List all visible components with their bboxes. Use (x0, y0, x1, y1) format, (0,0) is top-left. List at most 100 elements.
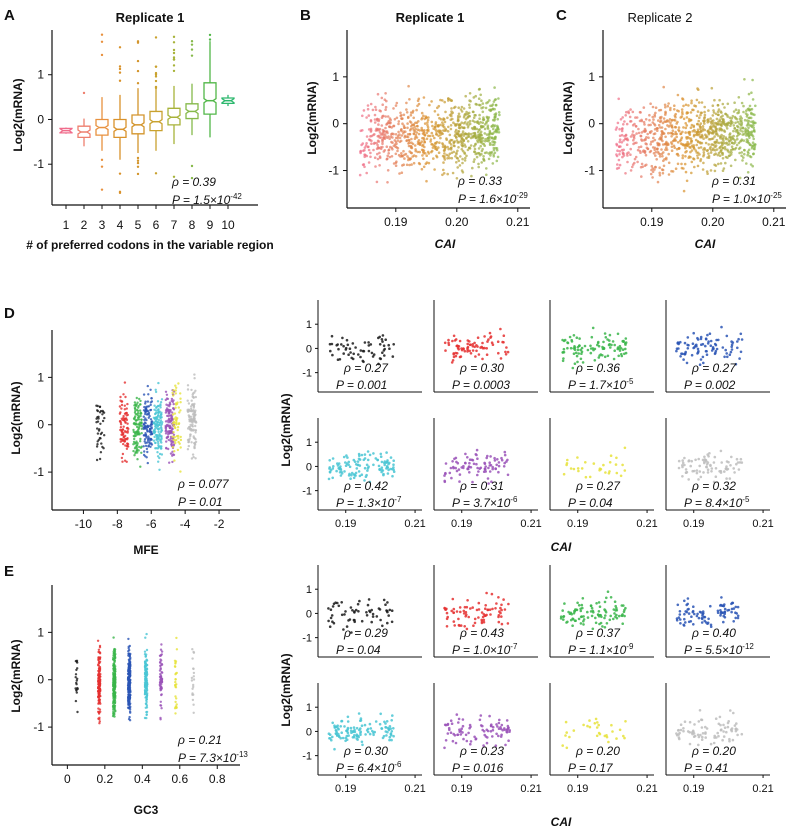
data-point (400, 117, 404, 121)
data-point (472, 116, 476, 119)
data-point (644, 118, 648, 121)
data-point (493, 107, 496, 111)
e-sub-4: 10-10.19 0.21ρ = 0.30P = 6.4×10-6 (302, 683, 426, 795)
data-point (173, 412, 177, 415)
data-point (358, 474, 362, 478)
a-xtick-label: 8 (189, 218, 196, 232)
data-point (499, 606, 502, 610)
data-point (431, 134, 435, 138)
data-point (366, 469, 369, 472)
data-point (460, 148, 464, 151)
data-point (745, 115, 749, 118)
p-a-base: P = 1.5×10 (172, 193, 231, 207)
box-outlier (172, 64, 176, 67)
d-sub-3: ρ = 0.27P = 0.002 (665, 300, 770, 393)
data-point (746, 121, 750, 125)
data-point (493, 151, 497, 155)
data-point (711, 147, 715, 150)
data-point (416, 128, 420, 131)
data-point (154, 390, 158, 394)
data-point (710, 86, 714, 90)
data-point (381, 351, 384, 355)
data-point (414, 149, 418, 153)
data-point (598, 354, 601, 357)
sub-xtick-label: 0.21 (752, 518, 773, 530)
data-point (98, 670, 101, 673)
data-point (154, 416, 157, 420)
data-point (328, 459, 332, 462)
data-point (602, 463, 605, 467)
data-point (686, 608, 689, 611)
data-point (194, 413, 197, 416)
data-point (486, 736, 489, 739)
data-point (369, 727, 373, 730)
data-point (481, 121, 485, 124)
box-outlier (172, 69, 176, 73)
d-group-2 (132, 396, 143, 468)
data-point (129, 689, 132, 692)
data-point (452, 620, 456, 623)
data-point (157, 430, 160, 434)
data-point (478, 128, 482, 131)
data-point (709, 623, 713, 627)
data-point (76, 667, 79, 670)
data-point (75, 689, 78, 692)
box-outlier (100, 53, 104, 57)
data-point (499, 726, 502, 729)
data-point (128, 685, 131, 688)
data-point (488, 99, 491, 102)
data-point (754, 121, 757, 125)
data-point (174, 665, 177, 668)
data-point (726, 102, 730, 106)
data-point (702, 154, 705, 158)
data-point (434, 121, 438, 124)
data-point (457, 623, 461, 627)
data-point (380, 466, 384, 470)
box-outlier (172, 41, 176, 44)
data-point (451, 739, 455, 743)
data-point (639, 165, 643, 169)
data-point (708, 332, 712, 336)
sub-p-base: P = 1.3×10 (336, 496, 395, 510)
data-point (327, 477, 331, 481)
data-point (685, 603, 688, 607)
data-point (478, 113, 481, 117)
data-point (169, 437, 172, 440)
data-point (414, 133, 418, 137)
box-outlier (154, 75, 158, 78)
panel-d: Log2(mRNA) MFE ρ = 0.077 P = 0.01 (9, 330, 240, 557)
data-point (422, 96, 426, 99)
data-point (497, 620, 501, 624)
data-point (95, 458, 99, 462)
data-point (452, 334, 456, 338)
data-point (464, 121, 467, 124)
data-point (143, 418, 146, 422)
data-point (363, 165, 366, 169)
data-point (473, 341, 476, 345)
data-point (739, 124, 743, 127)
data-point (174, 406, 177, 409)
data-point (620, 614, 624, 618)
data-point (160, 445, 163, 448)
data-point (497, 614, 501, 617)
data-point (740, 117, 743, 120)
data-point (487, 157, 491, 161)
data-point (489, 335, 493, 338)
data-point (442, 172, 446, 175)
data-point (746, 119, 749, 122)
data-point (149, 427, 152, 431)
data-point (97, 438, 101, 442)
data-point (686, 597, 690, 600)
data-point (693, 147, 696, 151)
data-point (455, 469, 459, 473)
data-point (367, 465, 370, 469)
data-point (695, 98, 699, 102)
data-point (627, 111, 631, 115)
data-point (372, 463, 375, 467)
data-point (479, 137, 483, 140)
data-point (605, 622, 609, 625)
data-point (473, 125, 477, 129)
data-point (385, 609, 389, 613)
data-point (384, 108, 387, 111)
